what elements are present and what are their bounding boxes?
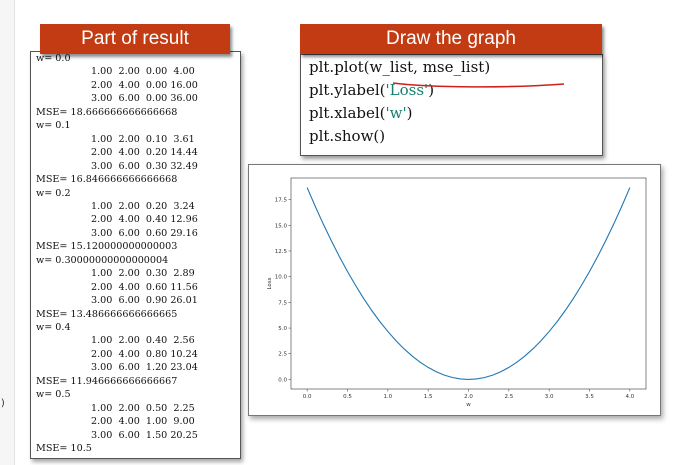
- result-row: 3.00 6.00 0.90 26.01: [91, 295, 198, 307]
- w-value-line: w= 0.0: [36, 53, 71, 64]
- y-tick-label: 5.0: [278, 326, 287, 332]
- mse-line: MSE= 11.946666666666667: [36, 375, 178, 387]
- y-axis-label: Loss: [267, 277, 273, 289]
- code-token: plt.show(): [309, 127, 386, 145]
- y-tick-label: 17.5: [275, 198, 288, 204]
- result-row: 2.00 4.00 0.40 12.96: [91, 214, 198, 226]
- code-line: plt.plot(w_list, mse_list): [309, 58, 490, 76]
- result-row: 3.00 6.00 0.30 32.49: [91, 160, 198, 172]
- code-token: plt.xlabel(: [309, 104, 386, 122]
- code-panel: plt.plot(w_list, mse_list) plt.ylabel('Lo…: [300, 54, 603, 156]
- code-line: plt.show(): [309, 127, 385, 145]
- loss-plot-figure: 0.0 0.5 1.0 1.5 2.0 2.5 3.0 3.5 4.0 0.0 2.5 5.0 7.5 1…: [248, 164, 661, 416]
- w-value-line: w= 0.2: [36, 187, 71, 199]
- loss-curve-line: [306, 187, 631, 380]
- x-tick-label: 0.5: [343, 394, 352, 400]
- x-tick-label: 1.5: [424, 394, 433, 400]
- code-token: plt.ylabel(: [309, 81, 386, 99]
- result-row: 2.00 4.00 0.00 16.00: [91, 79, 198, 91]
- mse-line: MSE= 15.120000000000003: [36, 241, 178, 253]
- w-value-line: w= 0.1: [36, 120, 71, 132]
- red-underline-annotation: [392, 82, 565, 88]
- plot-axes-frame: [290, 177, 647, 390]
- code-line: plt.xlabel('w'): [309, 104, 412, 122]
- y-tick-label: 10.0: [275, 275, 288, 281]
- y-tick-label: 7.5: [278, 300, 287, 306]
- y-tick-label: 2.5: [278, 352, 287, 358]
- result-row: 3.00 6.00 0.60 29.16: [91, 227, 198, 239]
- result-row: 2.00 4.00 0.80 10.24: [91, 348, 198, 360]
- result-row: 2.00 4.00 1.00 9.00: [91, 416, 195, 428]
- left-text-fragment: ): [0, 398, 7, 409]
- y-tick-label: 12.5: [275, 249, 288, 255]
- graph-header: Draw the graph: [300, 24, 602, 54]
- x-tick-label: 3.0: [545, 394, 554, 400]
- code-token: ): [428, 81, 435, 99]
- result-row: 3.00 6.00 1.20 23.04: [91, 362, 198, 374]
- mse-line: MSE= 13.486666666666665: [36, 308, 178, 320]
- result-row: 1.00 2.00 0.40 2.56: [91, 335, 195, 347]
- w-value-line: w= 0.5: [36, 389, 71, 401]
- x-tick-label: 1.0: [383, 394, 392, 400]
- code-token: ): [406, 104, 413, 122]
- result-header: Part of result: [40, 24, 230, 54]
- w-value-line: w= 0.4: [36, 322, 71, 333]
- result-row: 1.00 2.00 0.10 3.61: [91, 133, 195, 145]
- mse-line: MSE= 16.846666666666668: [36, 174, 178, 186]
- x-tick-label: 3.5: [585, 394, 594, 400]
- y-tick-label: 0.0: [278, 377, 287, 383]
- result-output-panel: w= 0.0 1.00 2.00 0.00 4.00 2.00 4.00 0.00 …: [30, 51, 241, 459]
- mse-line: MSE= 18.666666666666668: [36, 106, 178, 118]
- x-tick-label: 4.0: [625, 394, 634, 400]
- result-row: 1.00 2.00 0.00 4.00: [91, 66, 195, 78]
- code-token: plt.plot(w_list, mse_list): [309, 58, 491, 76]
- result-row: 1.00 2.00 0.30 2.89: [91, 268, 195, 280]
- x-tick-label: 0.0: [303, 394, 312, 400]
- result-row: 2.00 4.00 0.20 14.44: [91, 147, 198, 159]
- loss-chart-svg: 0.0 0.5 1.0 1.5 2.0 2.5 3.0 3.5 4.0 0.0 2.5 5.0 7.5 1…: [267, 177, 647, 408]
- y-tick-label: 15.0: [275, 223, 288, 229]
- x-axis-label: w: [466, 402, 471, 408]
- w-value-line: w= 0.30000000000000004: [36, 254, 169, 266]
- left-panel-edge: ): [0, 0, 15, 465]
- x-tick-label: 2.5: [504, 394, 513, 400]
- result-row: 2.00 4.00 0.60 11.56: [91, 281, 198, 293]
- result-row: 3.00 6.00 0.00 36.00: [91, 93, 198, 105]
- result-row: 1.00 2.00 0.20 3.24: [91, 200, 195, 212]
- result-row: 1.00 2.00 0.50 2.25: [91, 402, 195, 414]
- x-tick-label: 2.0: [464, 394, 473, 400]
- mse-line: MSE= 10.5: [36, 443, 92, 455]
- code-string: 'w': [385, 104, 407, 122]
- result-row: 3.00 6.00 1.50 20.25: [91, 429, 198, 441]
